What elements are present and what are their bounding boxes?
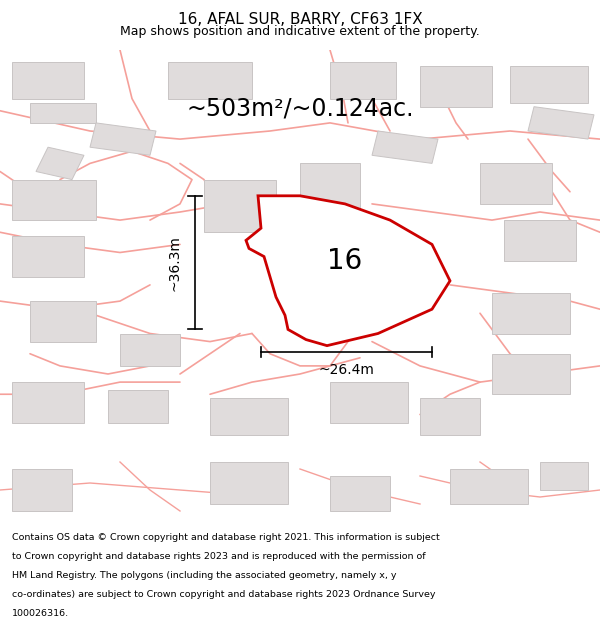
Polygon shape xyxy=(492,293,570,334)
Text: ~26.4m: ~26.4m xyxy=(319,363,374,377)
Polygon shape xyxy=(420,66,492,107)
Text: 16, AFAL SUR, BARRY, CF63 1FX: 16, AFAL SUR, BARRY, CF63 1FX xyxy=(178,12,422,28)
Polygon shape xyxy=(12,236,84,277)
Polygon shape xyxy=(12,179,96,220)
Polygon shape xyxy=(330,62,396,99)
Polygon shape xyxy=(492,354,570,394)
Polygon shape xyxy=(30,301,96,342)
Polygon shape xyxy=(450,469,528,504)
Polygon shape xyxy=(12,469,72,511)
Polygon shape xyxy=(36,148,84,179)
Polygon shape xyxy=(246,196,450,346)
Text: 100026316.: 100026316. xyxy=(12,609,69,618)
Text: Map shows position and indicative extent of the property.: Map shows position and indicative extent… xyxy=(120,24,480,38)
Text: ~36.3m: ~36.3m xyxy=(167,234,181,291)
Polygon shape xyxy=(210,462,288,504)
Text: to Crown copyright and database rights 2023 and is reproduced with the permissio: to Crown copyright and database rights 2… xyxy=(12,552,425,561)
Polygon shape xyxy=(120,334,180,366)
Polygon shape xyxy=(420,398,480,435)
Polygon shape xyxy=(330,476,390,511)
Text: Contains OS data © Crown copyright and database right 2021. This information is : Contains OS data © Crown copyright and d… xyxy=(12,533,440,542)
Polygon shape xyxy=(330,382,408,423)
Polygon shape xyxy=(300,163,360,212)
Polygon shape xyxy=(510,66,588,102)
Polygon shape xyxy=(504,220,576,261)
Polygon shape xyxy=(108,390,168,422)
Text: ~503m²/~0.124ac.: ~503m²/~0.124ac. xyxy=(186,97,414,121)
Polygon shape xyxy=(90,123,156,155)
Text: HM Land Registry. The polygons (including the associated geometry, namely x, y: HM Land Registry. The polygons (includin… xyxy=(12,571,397,580)
Polygon shape xyxy=(12,382,84,423)
Polygon shape xyxy=(210,398,288,435)
Polygon shape xyxy=(204,179,276,232)
Text: co-ordinates) are subject to Crown copyright and database rights 2023 Ordnance S: co-ordinates) are subject to Crown copyr… xyxy=(12,590,436,599)
Polygon shape xyxy=(30,102,96,123)
Text: 16: 16 xyxy=(328,247,362,274)
Polygon shape xyxy=(480,163,552,204)
Polygon shape xyxy=(540,462,588,490)
Polygon shape xyxy=(360,261,420,301)
Polygon shape xyxy=(168,62,252,99)
Polygon shape xyxy=(372,131,438,163)
Polygon shape xyxy=(528,107,594,139)
Polygon shape xyxy=(12,62,84,99)
